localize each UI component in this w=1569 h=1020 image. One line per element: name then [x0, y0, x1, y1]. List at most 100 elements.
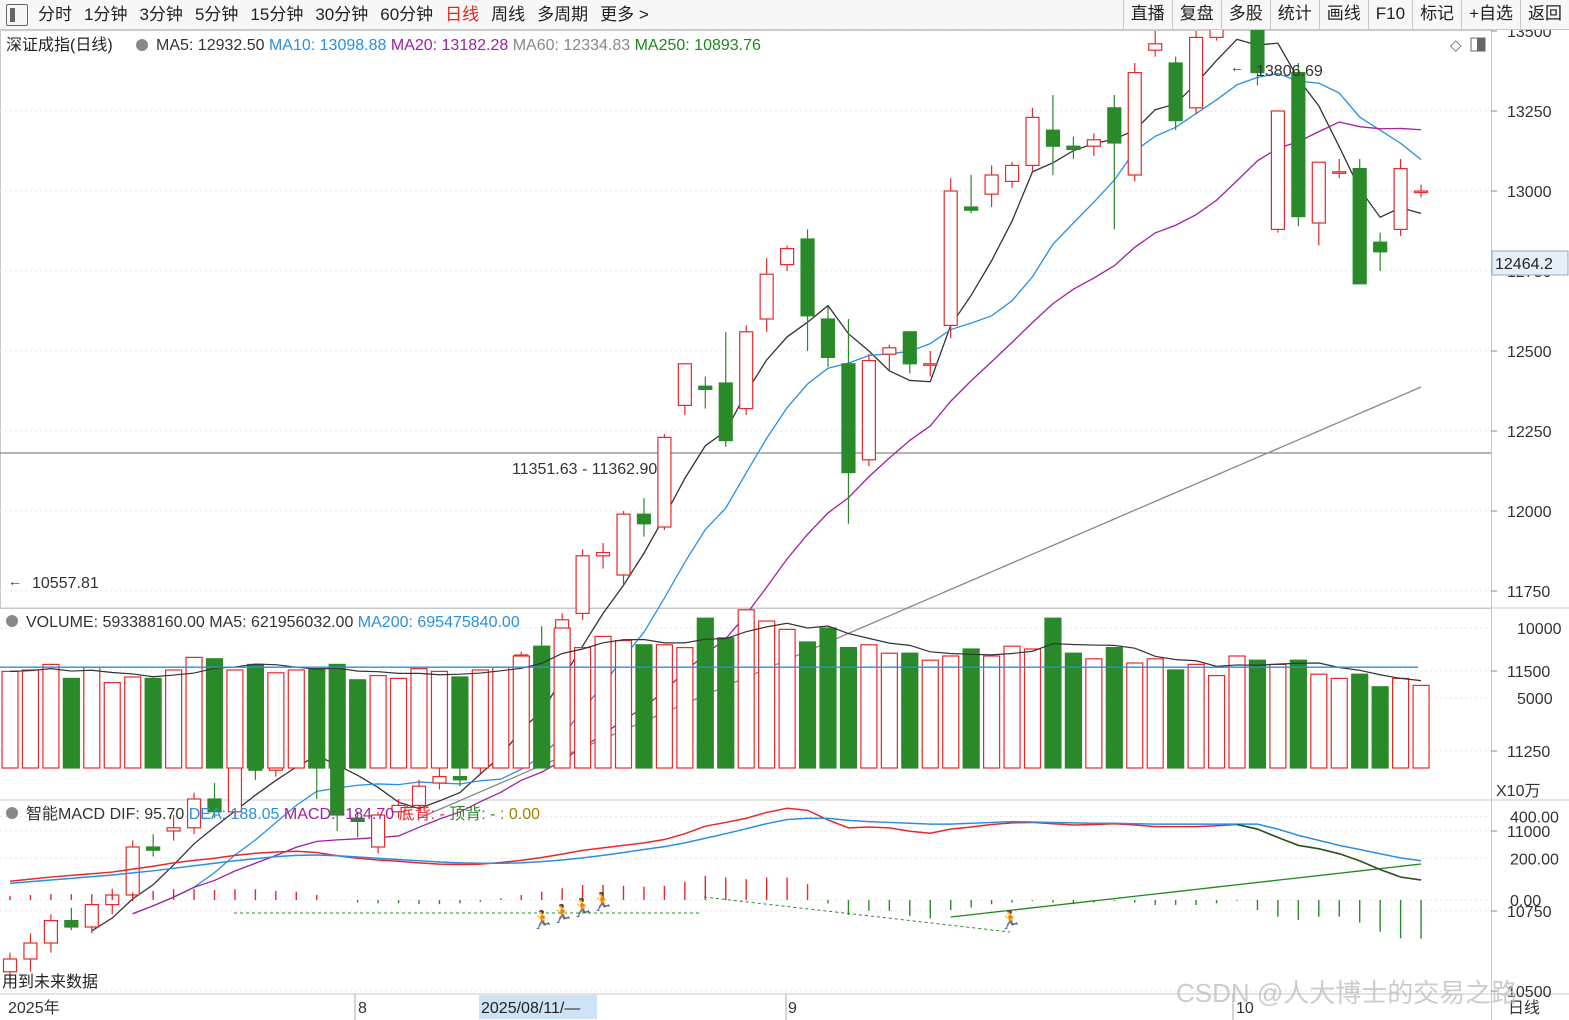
drawn-line-label: 11351.63 - 11362.90: [512, 461, 657, 478]
volume-bar: [1044, 617, 1062, 769]
price-tick-label: 12250: [1507, 424, 1552, 441]
runner-signal-icon: 🏃: [999, 909, 1021, 930]
volume-toggle-icon[interactable]: [6, 615, 18, 627]
ma-toggle-icon[interactable]: [136, 39, 148, 51]
divergence-line: [703, 896, 1011, 933]
candle-body: [1352, 168, 1367, 285]
toolbar-buttons: 直播 复盘 多股 统计 画线 F10 标记 +自选 返回: [1122, 0, 1569, 30]
period-tab-3[interactable]: 5分钟: [194, 5, 239, 24]
candle-body: [1148, 43, 1163, 51]
period-tab-10[interactable]: 更多 >: [600, 5, 649, 24]
candle-body: [820, 318, 836, 359]
volume-bar: [942, 655, 960, 769]
candle-body: [350, 817, 365, 823]
volume-legend: VOLUME: 593388160.00 MA5: 621956032.00 M…: [26, 614, 520, 631]
candle-body: [636, 513, 652, 525]
candle-body: [411, 785, 427, 807]
macd-toggle-icon[interactable]: [6, 807, 18, 819]
candle-body: [1291, 71, 1306, 218]
macd-tick-label: 200.00: [1510, 851, 1559, 868]
sidebar-toggle-icon[interactable]: [6, 4, 28, 26]
volume-bar: [696, 617, 714, 769]
candle-body: [595, 551, 611, 557]
diamond-icon[interactable]: ◇: [1450, 37, 1462, 54]
low-marker: ←: [8, 573, 22, 589]
volume-bar: [1187, 663, 1205, 769]
date-highlight-box: [479, 995, 597, 1019]
volume-bar: [103, 681, 121, 769]
candle-body: [759, 273, 774, 320]
candle-body: [698, 385, 713, 391]
volume-bar: [921, 659, 939, 769]
toolbar-button-3[interactable]: 统计: [1269, 0, 1319, 30]
volume-bar: [287, 669, 305, 769]
macd-legend-item: DIF: 95.70: [110, 806, 189, 823]
price-tick-label: 12000: [1507, 504, 1552, 521]
price-tick-label: 10500: [1507, 984, 1552, 1001]
price-tick-label: 12500: [1507, 344, 1552, 361]
volume-bar: [42, 663, 60, 769]
volume-bar: [1207, 674, 1226, 769]
macd-legend-item: : 0.00: [500, 806, 540, 823]
candle-body: [616, 513, 631, 576]
candle-body: [1250, 30, 1265, 74]
candle-body: [943, 190, 958, 326]
volume-bar: [1371, 686, 1389, 769]
candle-body: [452, 775, 467, 781]
volume-bar: [1310, 673, 1328, 769]
date-label-sep: 9: [788, 1000, 797, 1017]
volume-bar: [430, 670, 449, 769]
candle-body: [84, 903, 99, 928]
chart-title: 深证成指(日线): [6, 36, 113, 54]
period-tab-5[interactable]: 30分钟: [315, 5, 369, 24]
period-tab-4[interactable]: 15分钟: [250, 5, 304, 24]
toolbar-button-0[interactable]: 直播: [1122, 0, 1172, 30]
candle-body: [984, 174, 999, 195]
toolbar-button-8[interactable]: 返回: [1520, 0, 1569, 30]
runner-signal-icon: 🏃: [591, 891, 613, 912]
period-tab-6[interactable]: 60分钟: [380, 5, 434, 24]
candle-body: [902, 331, 917, 365]
period-tab-1[interactable]: 1分钟: [84, 5, 128, 24]
price-tick-label: 11500: [1507, 664, 1550, 681]
volume-bar: [308, 667, 326, 769]
volume-bar: [1023, 648, 1042, 769]
price-tick-label: 13500: [1507, 30, 1552, 41]
volume-bar: [21, 669, 40, 769]
watermark: CSDN @人大博士的交易之路: [1176, 978, 1517, 1008]
period-tab-0[interactable]: 分时: [38, 5, 72, 24]
volume-legend-item: VOLUME: 593388160.00: [26, 614, 209, 631]
kline-chart[interactable]: 1350013250130001275012500122501200011750…: [0, 30, 1569, 1020]
volume-bar: [492, 666, 510, 769]
volume-bar: [62, 677, 80, 769]
candle-body: [43, 919, 59, 944]
volume-bar: [533, 645, 551, 769]
candle-body: [1025, 116, 1040, 167]
candle-body: [718, 382, 733, 442]
volume-bar: [1351, 673, 1369, 769]
ma-lines: [91, 38, 1422, 932]
period-tab-2[interactable]: 3分钟: [139, 5, 183, 24]
toolbar-button-5[interactable]: F10: [1367, 0, 1412, 30]
volume-bar: [573, 646, 592, 769]
toolbar-button-4[interactable]: 画线: [1318, 0, 1368, 30]
low-label: 10557.81: [32, 575, 99, 592]
candle-body: [861, 360, 877, 461]
volume-bar: [1064, 652, 1083, 769]
volume-bar: [962, 648, 980, 769]
macd-grid: 400.00 200.00 0.00: [0, 810, 1559, 910]
period-tab-7[interactable]: 日线: [445, 5, 480, 24]
period-tab-8[interactable]: 周线: [491, 5, 526, 24]
date-highlight: 2025/08/11/—: [481, 1000, 580, 1017]
toolbar-button-7[interactable]: +自选: [1461, 0, 1520, 30]
volume-bar: [205, 658, 224, 769]
ma10-line: [132, 72, 1422, 915]
volume-bar: [1228, 655, 1246, 769]
toolbar-button-1[interactable]: 复盘: [1171, 0, 1221, 30]
toolbar-button-6[interactable]: 标记: [1412, 0, 1461, 30]
toolbar-button-2[interactable]: 多股: [1220, 0, 1270, 30]
macd-legend-item: MACD: -184.70: [284, 806, 399, 823]
candle-body: [1270, 110, 1286, 231]
candle-body: [186, 798, 202, 829]
period-tab-9[interactable]: 多周期: [537, 5, 589, 24]
